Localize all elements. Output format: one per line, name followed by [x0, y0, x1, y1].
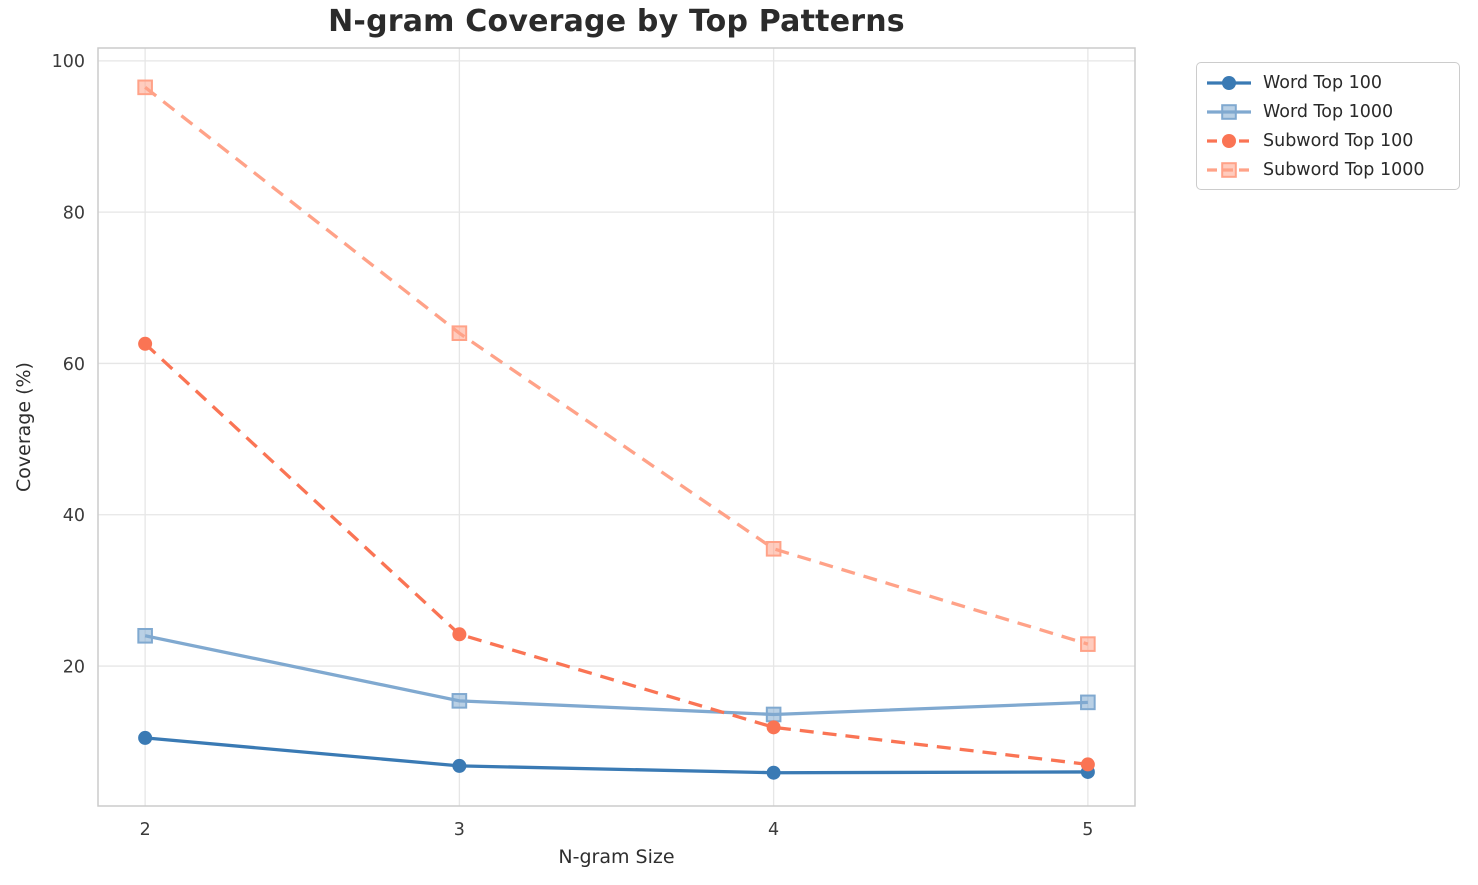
y-axis-label: Coverage (%): [13, 362, 35, 492]
data-point-marker: [1080, 694, 1096, 711]
data-point-marker: [1080, 636, 1096, 652]
x-tick-label: 4: [768, 820, 779, 840]
y-tick-label: 60: [63, 355, 85, 375]
gridlines: [98, 48, 1135, 806]
legend-label: Word Top 100: [1263, 72, 1383, 93]
y-tick-label: 80: [63, 203, 85, 223]
legend-label: Subword Top 100: [1263, 130, 1414, 151]
legend-label: Subword Top 1000: [1263, 159, 1425, 180]
data-point-marker: [137, 627, 153, 644]
legend-item-subword-top-1000: Subword Top 1000: [1206, 155, 1451, 184]
data-point-marker: [452, 758, 467, 773]
y-tick-label: 20: [63, 657, 85, 677]
data-point-marker: [452, 627, 467, 642]
series-subword-top-1000: [137, 79, 1096, 652]
data-point-marker: [138, 730, 153, 745]
axes-spines: [97, 47, 1136, 807]
legend-item-subword-top-100: Subword Top 100: [1206, 126, 1451, 155]
series-word-top-100: [138, 730, 1095, 780]
data-point-marker: [1222, 75, 1236, 90]
x-tick-label: 5: [1082, 820, 1093, 840]
y-tick-label: 40: [63, 506, 85, 526]
legend-item-word-top-1000: Word Top 1000: [1206, 97, 1451, 126]
legend-line-marker-icon: [1207, 103, 1251, 120]
y-tick-label: 100: [52, 52, 85, 72]
data-point-marker: [1221, 161, 1237, 178]
x-tick-label: 3: [454, 820, 465, 840]
data-point-marker: [765, 540, 782, 557]
data-point-marker: [766, 765, 781, 780]
chart-title: N-gram Coverage by Top Patterns: [328, 4, 905, 39]
legend-label: Word Top 1000: [1263, 101, 1394, 122]
data-point-marker: [766, 720, 781, 735]
data-point-marker: [1221, 103, 1237, 120]
tick-labels: 20 40 60 80 100 2 3 4 5: [52, 52, 1094, 840]
series-word-top-1000: [137, 627, 1096, 723]
x-tick-label: 2: [140, 820, 151, 840]
data-point-marker: [1080, 757, 1095, 772]
legend-line-marker-icon: [1207, 75, 1251, 90]
data-point-marker: [137, 79, 153, 96]
x-axis-label: N-gram Size: [558, 846, 675, 868]
data-point-marker: [1222, 133, 1236, 148]
legend-line-marker-icon: [1207, 133, 1251, 148]
legend: Word Top 100 Word Top 1000 Subword Top 1…: [1196, 62, 1460, 190]
series-subword-top-100: [138, 336, 1095, 772]
data-point-marker: [451, 325, 468, 341]
data-point-marker: [451, 693, 468, 709]
data-point-marker: [138, 336, 153, 351]
legend-item-word-top-100: Word Top 100: [1206, 68, 1451, 97]
data-point-marker: [765, 706, 782, 723]
legend-line-marker-icon: [1207, 161, 1251, 178]
